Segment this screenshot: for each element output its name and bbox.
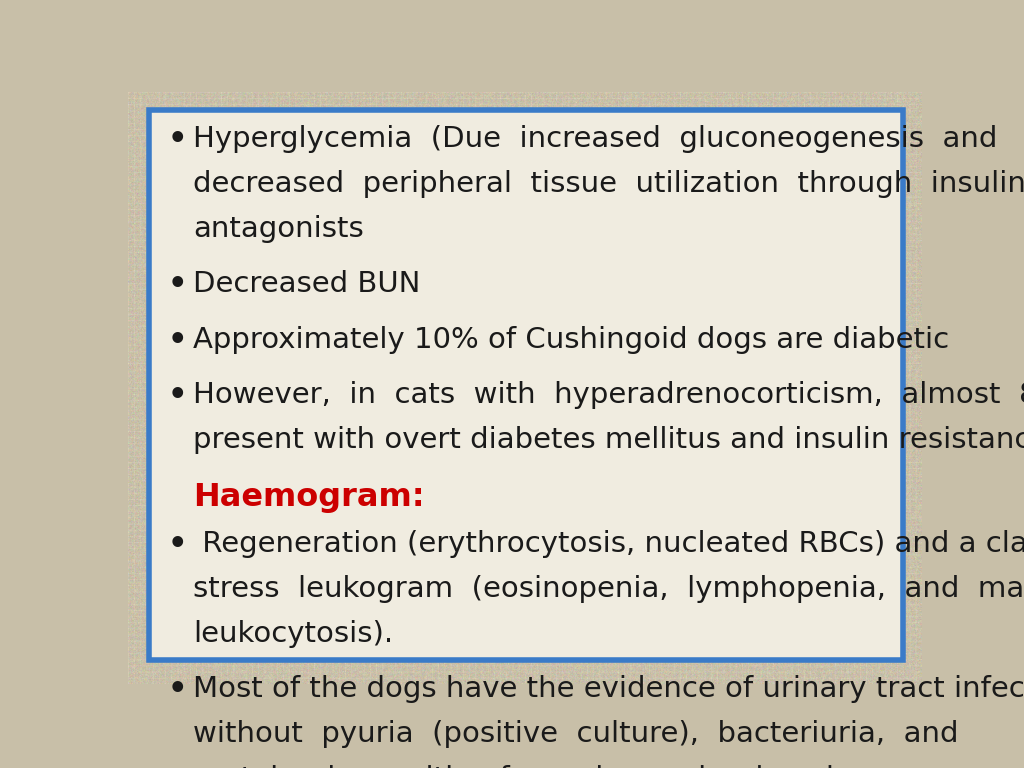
Text: •: • — [168, 124, 187, 154]
Text: •: • — [168, 326, 187, 355]
Text: Approximately 10% of Cushingoid dogs are diabetic: Approximately 10% of Cushingoid dogs are… — [194, 326, 949, 354]
Text: antagonists: antagonists — [194, 214, 364, 243]
Text: without  pyuria  (positive  culture),  bacteriuria,  and: without pyuria (positive culture), bacte… — [194, 720, 958, 749]
Text: present with overt diabetes mellitus and insulin resistance.: present with overt diabetes mellitus and… — [194, 426, 1024, 455]
FancyBboxPatch shape — [150, 110, 903, 660]
Text: leukocytosis).: leukocytosis). — [194, 620, 393, 648]
Text: Regeneration (erythrocytosis, nucleated RBCs) and a classic: Regeneration (erythrocytosis, nucleated … — [194, 530, 1024, 558]
Text: •: • — [168, 382, 187, 410]
Text: stress  leukogram  (eosinopenia,  lymphopenia,  and  mature: stress leukogram (eosinopenia, lymphopen… — [194, 575, 1024, 603]
Text: •: • — [168, 676, 187, 704]
Text: Decreased BUN: Decreased BUN — [194, 270, 421, 298]
Text: •: • — [168, 530, 187, 559]
Text: decreased  peripheral  tissue  utilization  through  insulin: decreased peripheral tissue utilization … — [194, 170, 1024, 197]
Text: Most of the dogs have the evidence of urinary tract infection: Most of the dogs have the evidence of ur… — [194, 676, 1024, 703]
Text: •: • — [168, 270, 187, 300]
Text: Haemogram:: Haemogram: — [194, 482, 425, 513]
Text: proteinuria resulting from glomerulosclerosis.: proteinuria resulting from glomeruloscle… — [194, 766, 858, 768]
Text: Hyperglycemia  (Due  increased  gluconeogenesis  and: Hyperglycemia (Due increased gluconeogen… — [194, 124, 997, 153]
Text: However,  in  cats  with  hyperadrenocorticism,  almost  80%: However, in cats with hyperadrenocortici… — [194, 382, 1024, 409]
